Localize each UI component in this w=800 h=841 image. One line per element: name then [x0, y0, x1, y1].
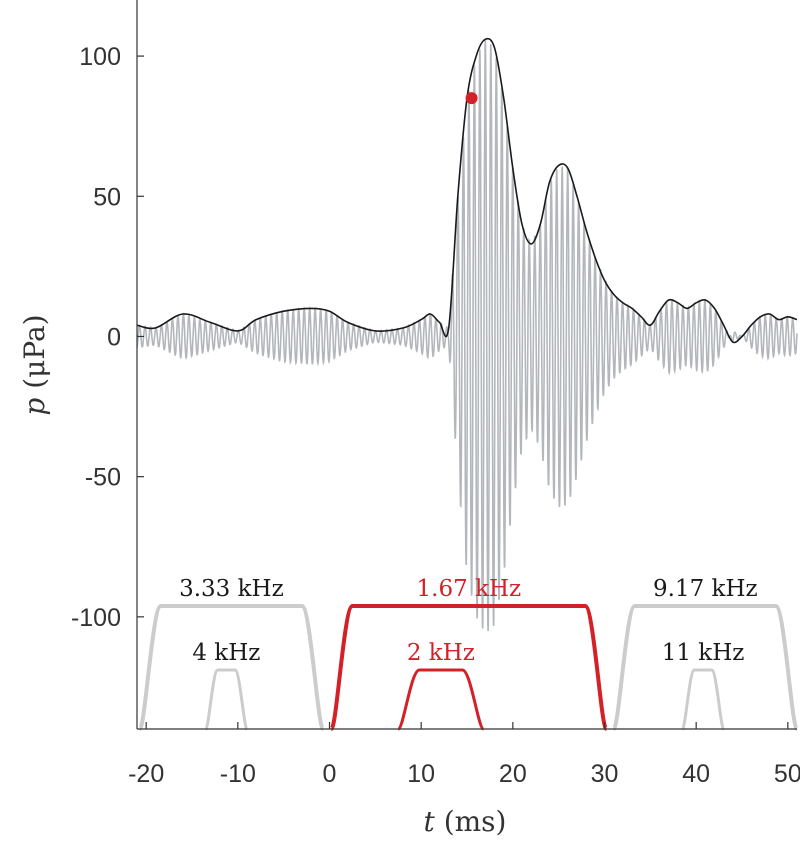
y-tick-label: 0 [107, 323, 121, 351]
x-axis-unit: (ms) [435, 805, 507, 838]
window-label: 1.67 kHz [417, 576, 522, 602]
x-tick-label: -20 [128, 760, 164, 788]
marker-dot [465, 92, 478, 105]
window-1-67-kHz-shape [329, 604, 609, 731]
window-11-kHz-shape [680, 668, 726, 731]
x-tick-label: 50 [774, 760, 800, 788]
y-axis-label: p (μPa) [18, 314, 51, 415]
x-tick-label: 20 [499, 760, 527, 788]
x-axis-symbol: t [424, 805, 436, 838]
envelope-line [136, 37, 798, 344]
y-tick-label: -50 [85, 464, 121, 492]
x-tick-label: 10 [407, 760, 435, 788]
y-axis-unit: (μPa) [18, 314, 51, 397]
x-tick-label: -10 [220, 760, 256, 788]
window-9-17-kHz-shape [611, 604, 799, 731]
window-label: 3.33 kHz [179, 576, 284, 602]
window-label: 2 kHz [407, 640, 475, 666]
window-3-33-kHz-shape [137, 604, 326, 731]
y-tick-label: -100 [71, 604, 121, 632]
signal-line [136, 39, 798, 632]
window-4-kHz-shape [204, 668, 249, 731]
window-2-kHz-shape [396, 668, 485, 731]
window-label: 11 kHz [662, 640, 745, 666]
x-tick-label: 0 [323, 760, 337, 788]
window-label: 9.17 kHz [653, 576, 758, 602]
y-tick-label: 100 [79, 43, 121, 71]
signal-layer [136, 39, 798, 632]
y-tick-label: 50 [93, 183, 121, 211]
x-axis-label: t (ms) [424, 805, 507, 838]
marker-layer [465, 92, 478, 105]
x-tick-label: 40 [682, 760, 710, 788]
x-tick-label: 30 [591, 760, 619, 788]
windows-layer: 3.33 kHz 4 kHz 1.67 kHz 2 kHz 9.17 kHz 11 kHz [137, 576, 799, 731]
window-label: 4 kHz [192, 640, 260, 666]
envelope-layer [136, 37, 798, 344]
y-axis-symbol: p [18, 398, 51, 416]
